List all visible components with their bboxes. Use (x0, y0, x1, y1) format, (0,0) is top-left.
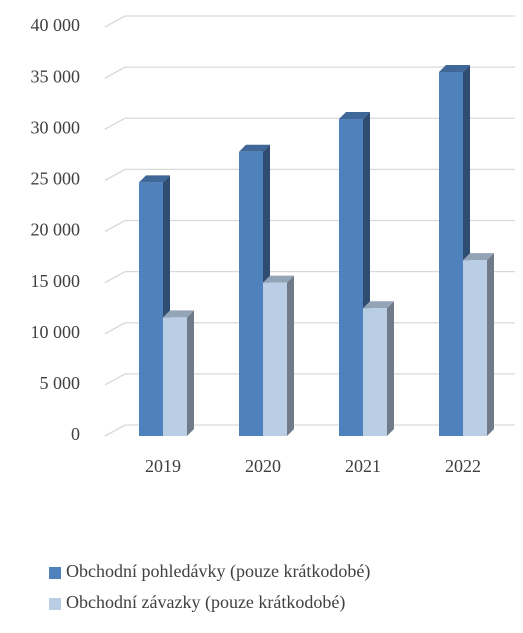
grid-line (104, 15, 515, 28)
y-tick-label: 0 (71, 424, 80, 444)
bar (339, 119, 363, 437)
y-tick-label: 10 000 (31, 322, 81, 342)
bar-top (463, 253, 494, 261)
legend-label: Obchodní pohledávky (pouze krátkodobé) (66, 561, 370, 582)
x-tick-label: 2021 (345, 456, 381, 476)
legend-label: Obchodní závazky (pouze krátkodobé) (66, 592, 345, 613)
bar-side (487, 253, 494, 436)
bar (163, 317, 187, 436)
grid-line (104, 66, 515, 79)
bar-top (163, 310, 194, 318)
bar-side (287, 275, 294, 436)
y-tick-label: 30 000 (31, 117, 81, 137)
y-tick-label: 15 000 (31, 271, 81, 291)
x-tick-label: 2020 (245, 456, 281, 476)
y-tick-label: 35 000 (31, 66, 81, 86)
legend-swatch (49, 567, 61, 579)
bar-side (387, 301, 394, 436)
bar-side (187, 310, 194, 436)
bar-top (239, 144, 270, 152)
x-tick-label: 2019 (145, 456, 181, 476)
bar (363, 308, 387, 436)
bar (439, 71, 463, 437)
bar-top (439, 64, 470, 72)
x-tick-label: 2022 (445, 456, 481, 476)
bar (263, 282, 287, 436)
grid-line (104, 219, 515, 233)
bar (463, 260, 487, 436)
bar (239, 151, 263, 436)
bar (139, 182, 163, 436)
bar-top (139, 175, 170, 183)
grid-line (104, 117, 515, 130)
bar-top (363, 301, 394, 309)
y-tick-label: 20 000 (31, 220, 81, 240)
bar-top (339, 112, 370, 120)
bar-top (263, 275, 294, 283)
y-tick-label: 25 000 (31, 169, 81, 189)
legend-swatch (49, 598, 61, 610)
grid-line (104, 168, 515, 181)
grid-line (104, 270, 515, 284)
y-tick-label: 5 000 (40, 373, 81, 393)
y-tick-label: 40 000 (31, 15, 81, 35)
